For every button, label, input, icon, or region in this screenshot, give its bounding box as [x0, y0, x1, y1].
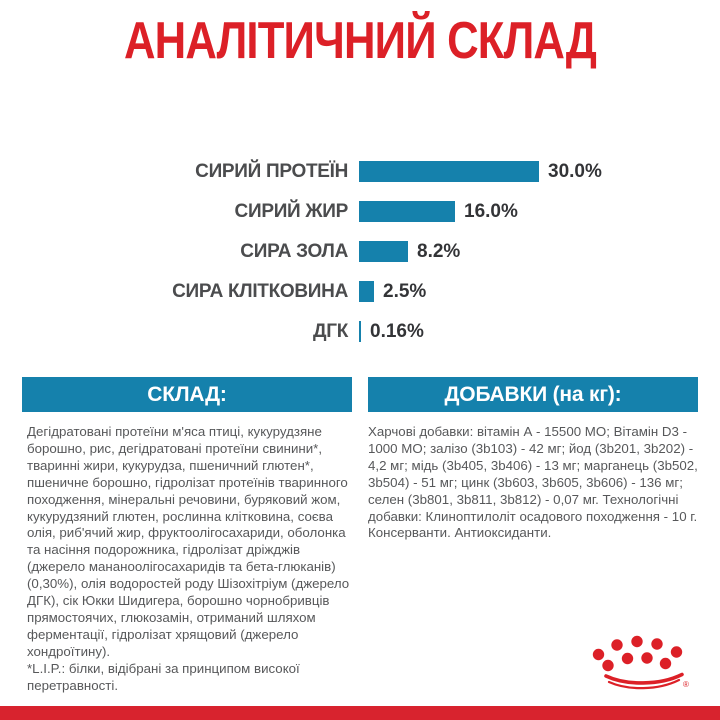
- chart-value-label: 2.5%: [383, 280, 427, 302]
- footer-red-bar: [0, 706, 720, 720]
- page-title-text: АНАЛІТИЧНИЙ СКЛАД: [123, 12, 597, 70]
- registered-trademark-icon: ®: [683, 680, 689, 689]
- page-title: АНАЛІТИЧНИЙ СКЛАД: [0, 14, 720, 69]
- chart-row: ДГК 0.16%: [0, 321, 720, 342]
- lip-footnote-text: *L.I.P.: білки, відібрані за принципом в…: [27, 660, 300, 693]
- additives-header-label: ДОБАВКИ (на кг):: [444, 382, 622, 406]
- chart-row: СИРА КЛІТКОВИНА 2.5%: [0, 281, 720, 302]
- additives-header-banner: ДОБАВКИ (на кг):: [368, 377, 698, 412]
- chart-bar: [359, 281, 374, 302]
- chart-row: СИРИЙ ЖИР 16.0%: [0, 201, 720, 222]
- composition-header-banner: СКЛАД:: [22, 377, 352, 412]
- chart-bar: [359, 241, 408, 262]
- composition-text-block: Дегідратовані протеїни м'яса птиці, куку…: [27, 424, 357, 695]
- chart-bar: [359, 201, 455, 222]
- chart-bar: [359, 161, 539, 182]
- chart-value-label: 16.0%: [464, 200, 518, 222]
- chart-category-label: СИРА ЗОЛА: [240, 240, 348, 262]
- analytical-bar-chart: СИРИЙ ПРОТЕЇН 30.0% СИРИЙ ЖИР 16.0% СИРА ЗОЛ…: [0, 161, 720, 361]
- chart-value-label: 30.0%: [548, 160, 602, 182]
- chart-row: СИРИЙ ПРОТЕЇН 30.0%: [0, 161, 720, 182]
- chart-bar: [359, 321, 361, 342]
- chart-value-label: 0.16%: [370, 320, 424, 342]
- composition-body-text: Дегідратовані протеїни м'яса птиці, куку…: [27, 424, 350, 659]
- chart-category-label: ДГК: [312, 320, 348, 342]
- composition-header-label: СКЛАД:: [147, 382, 227, 406]
- chart-category-label: СИРА КЛІТКОВИНА: [172, 280, 348, 302]
- chart-value-label: 8.2%: [417, 240, 461, 262]
- additives-text-block: Харчові добавки: вітамін А - 15500 МО; В…: [368, 424, 702, 542]
- additives-body-text: Харчові добавки: вітамін А - 15500 МО; В…: [368, 424, 698, 541]
- chart-category-label: СИРИЙ ЖИР: [234, 200, 349, 222]
- chart-row: СИРА ЗОЛА 8.2%: [0, 241, 720, 262]
- royal-canin-crown-logo: ®: [592, 635, 689, 690]
- chart-category-label: СИРИЙ ПРОТЕЇН: [195, 160, 348, 182]
